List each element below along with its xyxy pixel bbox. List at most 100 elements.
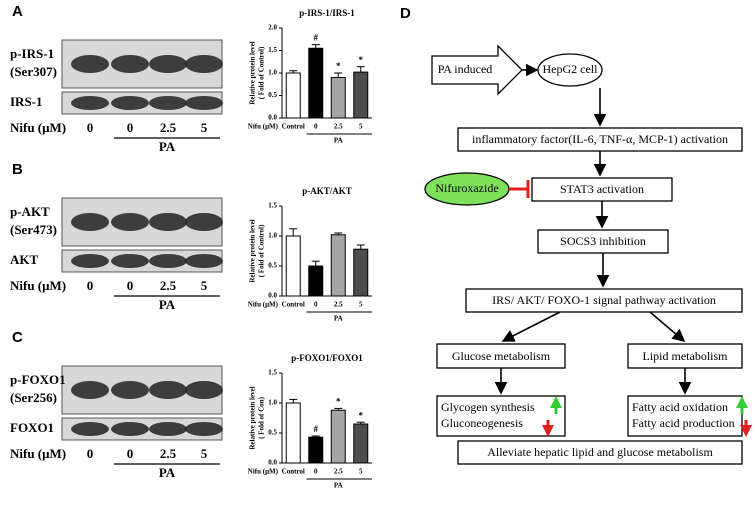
- row-label: (Ser473): [10, 222, 57, 237]
- y-tick-label: 2.0: [268, 24, 277, 32]
- x-tick-label: 0: [314, 301, 318, 309]
- lane-label: 0: [127, 446, 134, 461]
- lane-label: 5: [201, 446, 208, 461]
- group-label: PA: [334, 482, 343, 490]
- lane-label: 2.5: [160, 120, 177, 135]
- annotation: #: [314, 424, 319, 434]
- node-shape: [537, 53, 603, 87]
- node: Fatty acid production: [632, 416, 735, 430]
- band: [71, 213, 109, 231]
- bar: [285, 72, 301, 119]
- band: [149, 381, 187, 399]
- node: Alleviate hepatic lipid and glucose meta…: [487, 445, 713, 459]
- group-label: PA: [334, 137, 343, 145]
- annotation: *: [336, 396, 341, 406]
- band: [71, 422, 109, 436]
- bar: [285, 235, 301, 297]
- group-label: PA: [159, 465, 176, 480]
- y-axis-label: Relative protein level: [249, 219, 257, 282]
- x-tick-label: 5: [359, 468, 363, 476]
- node: HepG2 cell: [543, 62, 599, 76]
- node: inflammatory factor(IL-6, TNF-α, MCP-1) …: [472, 132, 728, 146]
- node-shape: [457, 440, 743, 465]
- panel-label: A: [12, 3, 23, 20]
- bar: [285, 402, 301, 464]
- band: [111, 55, 149, 73]
- lane-label: 2.5: [160, 278, 177, 293]
- x-tick-label: 2.5: [334, 301, 343, 309]
- y-axis-label: Relative protein level: [249, 41, 257, 104]
- y-tick-label: 0.5: [268, 91, 277, 99]
- x-tick-label: Control: [282, 301, 305, 309]
- node-shape: [465, 288, 743, 313]
- x-tick-label: 5: [359, 123, 363, 131]
- row-label: FOXO1: [10, 420, 54, 435]
- band: [111, 96, 149, 110]
- group-label: PA: [159, 297, 176, 312]
- lane-label: 0: [127, 120, 134, 135]
- x-axis-label: Nifu (μM): [248, 468, 279, 476]
- annotation: *: [359, 410, 364, 420]
- y-axis-label: ( Fold of Control): [258, 224, 266, 277]
- x-tick-label: 0: [314, 123, 318, 131]
- node: Nifuroxazide: [435, 181, 498, 195]
- x-tick-label: Control: [282, 123, 305, 131]
- y-tick-label: 1.5: [268, 202, 277, 210]
- blots-and-charts: Ap-IRS-1 (Ser307) IRS-1 Nifu (μM) 0 0 2.5 5 PA Bp…: [10, 3, 372, 490]
- row-label: p-FOXO1: [10, 372, 66, 387]
- chart-title: p-IRS-1/IRS-1: [299, 8, 355, 18]
- band: [71, 55, 109, 73]
- annotation: #: [314, 33, 319, 43]
- row-label: (Ser256): [10, 390, 57, 405]
- chart-title: p-AKT/AKT: [302, 186, 352, 196]
- arrow: [501, 311, 561, 342]
- bar: [330, 409, 346, 464]
- node: Glucose metabolism: [452, 349, 551, 363]
- arrow: [649, 311, 686, 343]
- band: [185, 55, 223, 73]
- lane-label: 5: [201, 278, 208, 293]
- input-arrow: [431, 44, 523, 96]
- band: [185, 96, 223, 110]
- band: [149, 55, 187, 73]
- band: [185, 254, 223, 268]
- lane-label: 5: [201, 120, 208, 135]
- row-label: (Ser307): [10, 64, 57, 79]
- lane-label: 0: [87, 446, 94, 461]
- treatment-label: Nifu (μM): [10, 278, 66, 293]
- node: Gluconeogenesis: [441, 416, 523, 430]
- band: [111, 254, 149, 268]
- group-label: PA: [159, 139, 176, 154]
- treatment-label: Nifu (μM): [10, 120, 66, 135]
- band: [71, 254, 109, 268]
- node: Lipid metabolism: [643, 349, 729, 363]
- x-axis-label: Nifu (μM): [248, 301, 279, 309]
- band: [71, 381, 109, 399]
- band: [111, 213, 149, 231]
- band: [149, 213, 187, 231]
- panel-label: B: [12, 161, 23, 178]
- lane-label: 2.5: [160, 446, 177, 461]
- bar: [308, 265, 324, 297]
- node: STAT3 activation: [560, 182, 644, 196]
- node: SOCS3 inhibition: [560, 234, 646, 248]
- y-tick-label: 0.0: [268, 459, 277, 467]
- bar: [353, 248, 369, 297]
- group-label: PA: [334, 315, 343, 323]
- annotation: *: [359, 55, 364, 65]
- x-axis-label: Nifu (μM): [248, 123, 279, 131]
- y-tick-label: 1.5: [268, 369, 277, 377]
- lane-label: 0: [87, 120, 94, 135]
- band: [149, 254, 187, 268]
- band: [185, 422, 223, 436]
- bar: [330, 234, 346, 297]
- y-tick-label: 0.5: [268, 429, 277, 437]
- node-shape: [627, 395, 743, 437]
- band: [111, 422, 149, 436]
- bar: [330, 77, 346, 119]
- y-tick-label: 0.0: [268, 114, 277, 122]
- annotation: *: [336, 61, 341, 71]
- y-tick-label: 1.0: [268, 69, 277, 77]
- band: [149, 96, 187, 110]
- bar: [308, 436, 324, 464]
